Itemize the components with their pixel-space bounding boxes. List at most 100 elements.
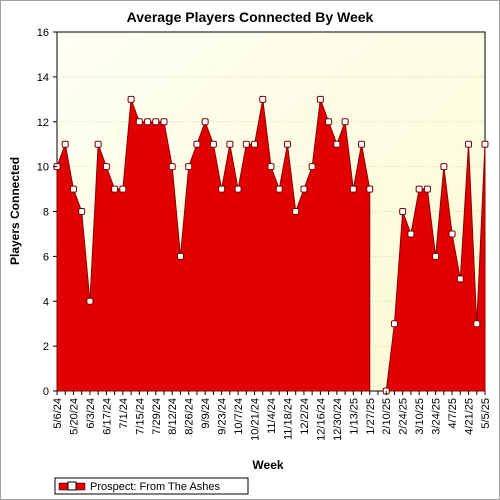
x-tick-label: 10/21/24 [250,398,262,441]
x-tick-label: 3/10/25 [414,398,426,435]
x-tick-label: 10/7/24 [233,398,245,435]
legend-box [54,477,249,495]
data-point [69,185,77,193]
y-axis-label: Players Connected [8,157,22,265]
x-tick-label: 7/15/24 [134,398,146,435]
data-point [94,140,102,148]
x-tick-label: 6/3/24 [85,398,97,429]
legend-entry-label: Prospect: From The Ashes [90,481,221,493]
data-point [61,140,69,148]
data-point [267,163,275,171]
x-tick-label: 11/18/24 [282,398,294,440]
y-tick-label: 14 [37,72,49,84]
y-tick-label: 12 [37,117,49,129]
x-axis-label: Week [252,458,283,472]
data-point [135,118,143,126]
data-point [341,118,349,126]
data-point [168,163,176,171]
chart-title: Average Players Connected By Week [127,9,374,25]
y-axis-ticks: 0 2 4 6 8 10 12 14 16 [37,27,57,398]
data-point [201,118,209,126]
data-point [481,140,489,148]
data-point [275,185,283,193]
data-point [415,185,423,193]
y-tick-label: 16 [37,27,49,39]
data-point [300,185,308,193]
data-point [333,140,341,148]
data-point [308,163,316,171]
data-point [465,140,473,148]
series-area [56,99,371,392]
x-tick-label: 5/20/24 [68,398,80,435]
data-point [251,140,259,148]
y-tick-label: 6 [43,251,49,263]
data-point [209,140,217,148]
data-point [407,230,415,238]
x-tick-label: 4/21/25 [464,398,476,435]
y-tick-label: 0 [43,386,49,398]
y-tick-label: 2 [43,341,49,353]
data-point [325,118,333,126]
data-point [234,185,242,193]
data-point [86,297,94,305]
data-point [119,185,127,193]
data-point [152,118,160,126]
x-tick-label: 12/30/24 [332,398,344,441]
data-point [399,208,407,215]
data-point [349,185,357,193]
data-point [292,208,300,215]
series-area [385,144,486,392]
series-marker-layer [53,95,489,395]
x-tick-label: 2/24/25 [398,398,410,435]
data-point [456,275,464,283]
data-point [193,140,201,148]
data-point [366,185,374,193]
data-point [160,118,168,126]
x-tick-label: 1/13/25 [348,398,360,435]
data-point [432,252,440,260]
data-point [127,95,135,103]
x-tick-label: 9/23/24 [217,398,229,435]
x-tick-label: 6/17/24 [101,398,113,435]
x-tick-label: 12/2/24 [299,398,311,435]
legend: Prospect: From The Ashes [54,477,249,495]
x-tick-label: 5/5/25 [480,398,492,429]
x-tick-label: 4/7/25 [447,398,459,429]
x-tick-label: 3/24/25 [431,398,443,435]
data-point [423,185,431,193]
data-point [242,140,250,148]
x-tick-label: 8/26/24 [184,398,196,435]
data-point [358,140,366,148]
x-tick-label: 8/12/24 [167,398,179,435]
data-point [78,208,86,215]
x-tick-label: 5/6/24 [52,398,64,429]
y-tick-label: 4 [43,296,49,308]
x-tick-label: 12/16/24 [315,398,327,441]
data-point [316,95,324,103]
data-point [283,140,291,148]
x-tick-label: 7/29/24 [151,398,163,435]
data-point [176,252,184,260]
data-point [185,163,193,171]
data-point [226,140,234,148]
data-point [111,185,119,193]
x-tick-label: 2/10/25 [381,398,393,435]
data-point [448,230,456,238]
series-area-layer [56,99,486,392]
y-tick-label: 10 [37,162,49,174]
x-tick-label: 9/9/24 [200,398,212,429]
data-point [144,118,152,126]
data-point [390,320,398,328]
legend-marker [67,481,77,491]
data-point [473,320,481,328]
x-axis-ticks: 5/6/24 5/20/24 6/3/24 6/17/24 7/1/24 7/15/24 7… [52,391,492,441]
x-tick-label: 11/4/24 [266,398,278,434]
data-point [259,95,267,103]
data-point [102,163,110,171]
x-tick-label: 7/1/24 [118,398,130,429]
data-point [218,185,226,193]
y-tick-label: 8 [43,207,49,219]
x-tick-label: 1/27/25 [365,398,377,435]
data-point [440,163,448,171]
